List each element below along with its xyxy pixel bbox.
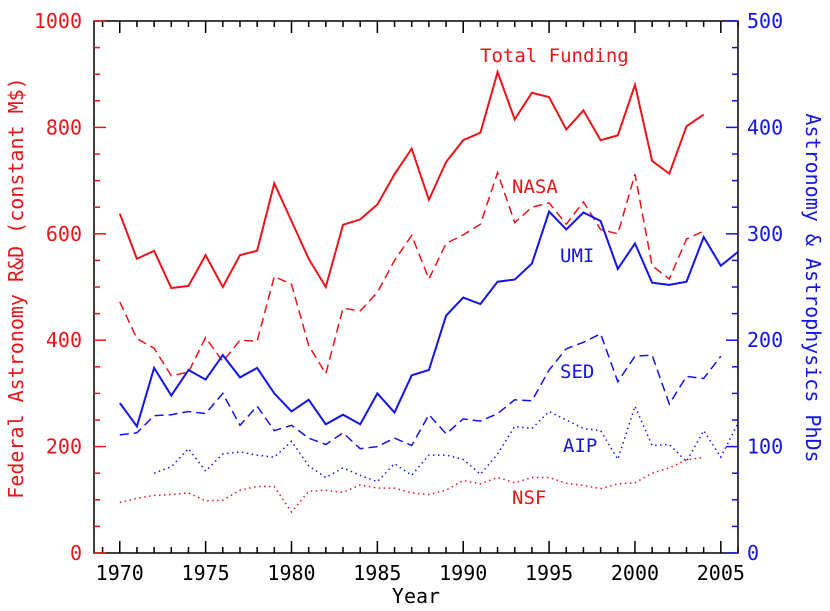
x-tick-label: 1970: [96, 561, 144, 585]
x-tick-label: 2005: [697, 561, 745, 585]
y-left-tick-label: 200: [46, 435, 82, 459]
x-tick-label: 1980: [267, 561, 315, 585]
y-right-tick-label: 200: [747, 328, 783, 352]
series-line-aip: [153, 404, 739, 483]
x-tick-label: 2000: [611, 561, 659, 585]
y-axis-title-left: Federal Astronomy R&D (constant M$): [4, 77, 28, 498]
y-left-tick-label: 800: [46, 115, 82, 139]
y-left-tick-label: 600: [46, 222, 82, 246]
series-line-nsf: [119, 456, 704, 514]
series-line-umi: [118, 209, 739, 429]
x-tick-label: 1985: [353, 561, 401, 585]
series-line-total-funding: [118, 68, 705, 290]
x-tick-label: 1975: [182, 561, 230, 585]
y-axis-title-right: Astronomy & Astrophysics PhDs: [801, 113, 825, 462]
ticks-group: 1970 1975 1980 1985 1990 1995 2000 200502004006…: [34, 9, 783, 585]
y-left-tick-label: 1000: [34, 9, 82, 33]
series-line-sed: [119, 332, 722, 450]
series-label-total-funding: Total Funding: [480, 45, 629, 67]
y-right-tick-label: 300: [747, 222, 783, 246]
y-right-tick-label: 500: [747, 9, 783, 33]
series-label-aip: AIP: [563, 435, 597, 457]
plot-frame: [93, 20, 739, 554]
x-axis-title: Year: [392, 584, 440, 608]
y-right-tick-label: 400: [747, 115, 783, 139]
series-line-nasa: [119, 170, 705, 377]
series-group: [118, 68, 739, 514]
x-tick-label: 1990: [439, 561, 487, 585]
series-label-nsf: NSF: [512, 487, 546, 509]
y-right-tick-label: 100: [747, 435, 783, 459]
x-tick-label: 1995: [525, 561, 573, 585]
series-label-umi: UMI: [560, 245, 594, 267]
y-left-tick-label: 0: [70, 541, 82, 565]
y-right-tick-label: 0: [747, 541, 759, 565]
series-label-sed: SED: [560, 361, 594, 383]
series-label-nasa: NASA: [512, 176, 558, 198]
y-left-tick-label: 400: [46, 328, 82, 352]
